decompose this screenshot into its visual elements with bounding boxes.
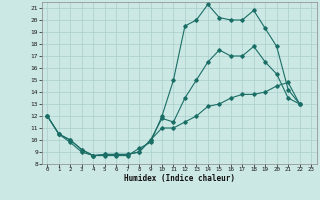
X-axis label: Humidex (Indice chaleur): Humidex (Indice chaleur): [124, 174, 235, 183]
